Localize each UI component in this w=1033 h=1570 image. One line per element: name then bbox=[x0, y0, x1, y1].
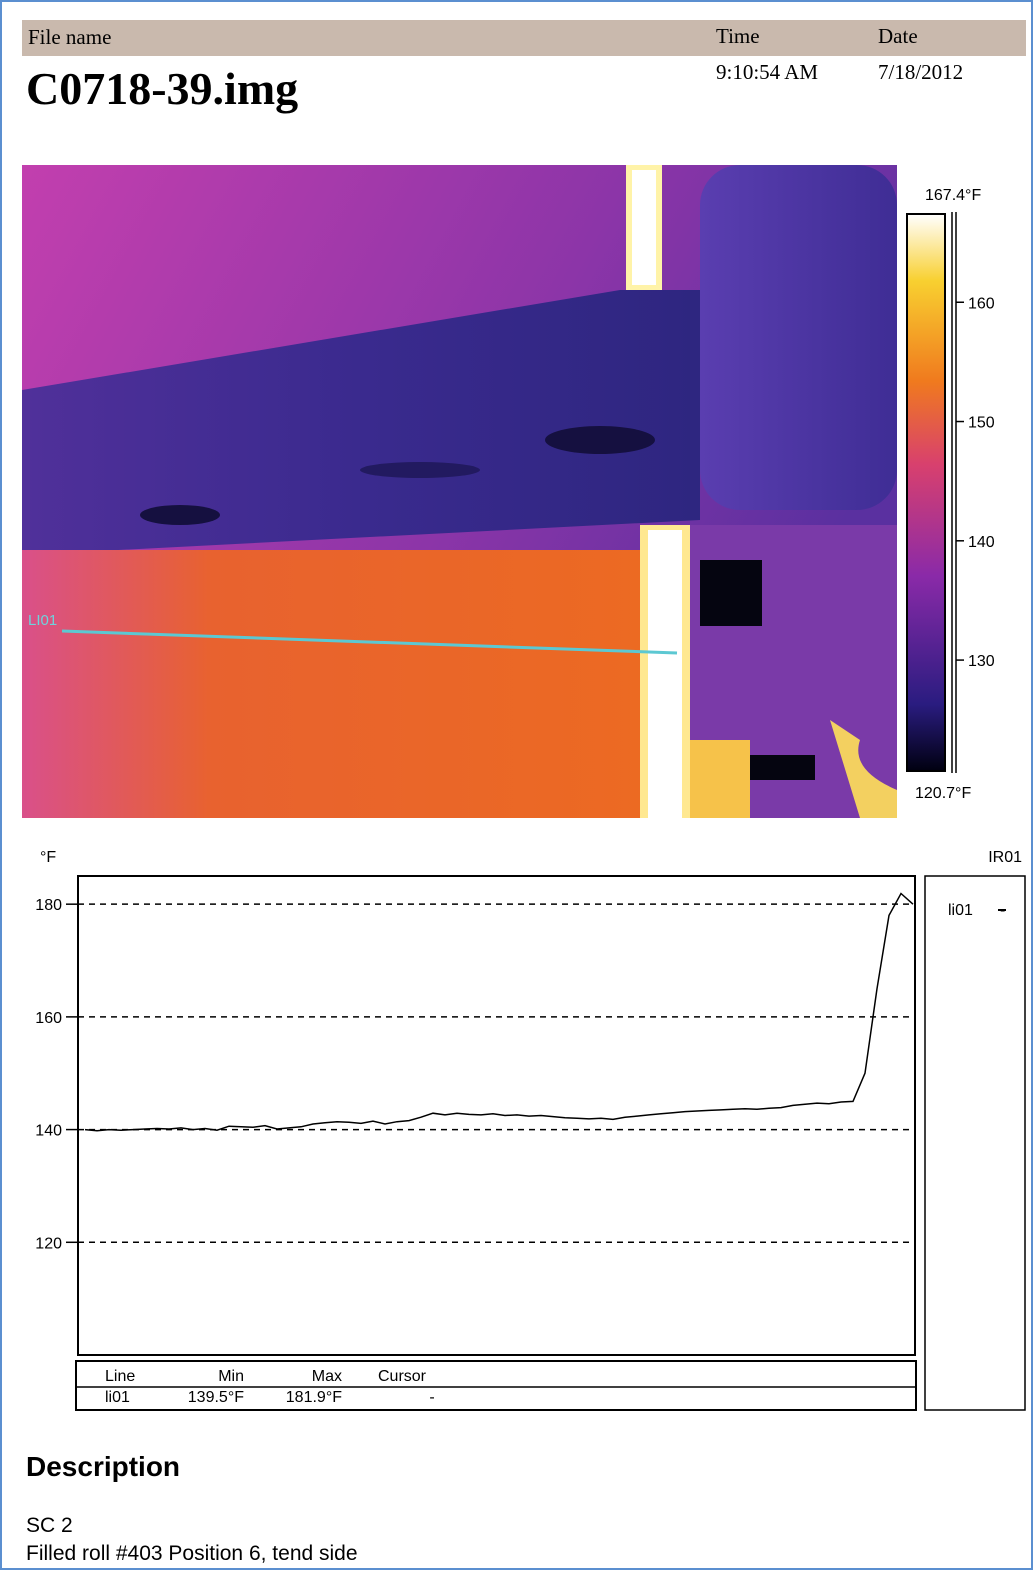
profile-line-label: LI01 bbox=[28, 612, 57, 629]
table-cell: - bbox=[429, 1389, 434, 1406]
file-name: C0718-39.img bbox=[26, 63, 298, 114]
colorbar-tick-label: 140 bbox=[968, 534, 995, 551]
y-tick-label: 160 bbox=[35, 1010, 62, 1027]
description-line: Filled roll #403 Position 6, tend side bbox=[26, 1542, 358, 1565]
table-header: Line bbox=[105, 1368, 135, 1385]
colorbar-max-label: 167.4°F bbox=[925, 187, 981, 204]
plot-area bbox=[78, 876, 915, 1355]
table-cell: 181.9°F bbox=[286, 1389, 342, 1406]
time-label: Time bbox=[716, 24, 760, 48]
profile-line bbox=[85, 894, 913, 1131]
header-bar bbox=[22, 20, 1026, 56]
description-line: SC 2 bbox=[26, 1514, 73, 1537]
colorbar-tick-label: 150 bbox=[968, 415, 995, 432]
time: 9:10:54 AM bbox=[716, 60, 818, 84]
table-header: Cursor bbox=[378, 1368, 427, 1385]
date: 7/18/2012 bbox=[878, 60, 963, 84]
colorbar-tick-label: 160 bbox=[968, 295, 995, 312]
table-header: Min bbox=[218, 1368, 244, 1385]
y-tick-label: 140 bbox=[35, 1123, 62, 1140]
file-name-label: File name bbox=[28, 25, 111, 49]
legend-entry: li01 bbox=[948, 902, 973, 919]
legend-box bbox=[925, 876, 1025, 1410]
table-cell: li01 bbox=[105, 1389, 130, 1406]
y-tick-label: 180 bbox=[35, 897, 62, 914]
page: File name Time Date C0718-39.img 9:10:54… bbox=[0, 0, 1033, 1570]
colorbar-min-label: 120.7°F bbox=[915, 785, 971, 802]
y-tick-label: 120 bbox=[35, 1235, 62, 1252]
table-cell: 139.5°F bbox=[188, 1389, 244, 1406]
colorbar bbox=[907, 214, 945, 771]
description-heading: Description bbox=[26, 1451, 180, 1482]
colorbar-tick-label: 130 bbox=[968, 653, 995, 670]
date-label: Date bbox=[878, 24, 918, 48]
y-axis-unit: °F bbox=[40, 849, 56, 866]
thermal-image bbox=[22, 165, 897, 818]
report: File name Time Date C0718-39.img 9:10:54… bbox=[0, 0, 1033, 1570]
table-header: Max bbox=[312, 1368, 342, 1385]
legend-title: IR01 bbox=[988, 849, 1022, 866]
